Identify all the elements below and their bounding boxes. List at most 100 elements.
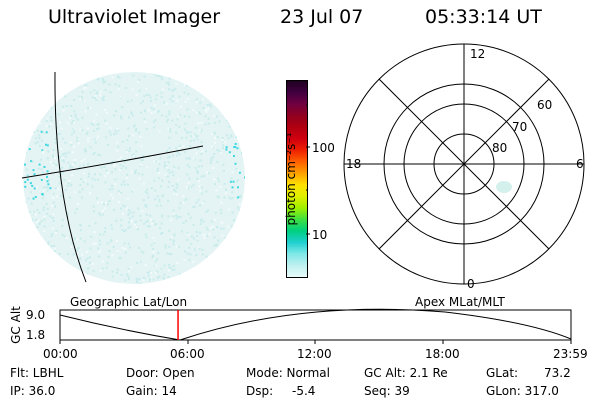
aurora-pixel [138,247,141,249]
aurora-pixel [188,145,191,148]
aurora-pixel [102,213,104,216]
aurora-pixel [129,246,132,249]
aurora-pixel [43,166,46,168]
aurora-pixel [124,251,127,254]
aurora-pixel [241,237,244,240]
aurora-pixel [125,150,128,153]
aurora-pixel [121,228,124,231]
aurora-pixel [205,226,208,229]
aurora-pixel [206,256,209,259]
aurora-pixel [199,159,202,162]
aurora-pixel [26,93,28,95]
aurora-pixel [232,180,235,183]
aurora-pixel [221,139,224,142]
aurora-pixel [228,241,230,244]
aurora-pixel [87,137,90,140]
aurora-pixel [175,245,178,248]
aurora-pixel [51,164,54,167]
aurora-pixel [172,209,175,212]
aurora-pixel [98,255,101,258]
aurora-pixel [190,77,193,80]
aurora-pixel [29,135,32,138]
aurora-pixel [175,186,178,189]
aurora-pixel [233,219,236,222]
aurora-pixel [86,183,89,186]
aurora-pixel [244,270,245,273]
aurora-pixel [94,138,97,141]
aurora-pixel [40,112,43,115]
aurora-pixel [168,88,171,91]
aurora-pixel [164,244,167,247]
aurora-pixel [226,242,229,245]
aurora-pixel [239,75,241,78]
aurora-pixel [28,148,31,151]
aurora-pixel [224,141,227,144]
aurora-pixel [231,191,234,194]
aurora-pixel [225,188,227,191]
aurora-pixel [164,173,167,176]
aurora-pixel [234,246,236,249]
aurora-pixel [115,219,118,222]
aurora-pixel [191,235,193,238]
glon-value: GLon: 317.0 [486,384,559,398]
aurora-pixel [171,89,174,92]
aurora-pixel [197,122,200,125]
aurora-pixel [225,241,228,244]
aurora-pixel [120,218,123,221]
aurora-pixel [157,177,160,180]
aurora-pixel [128,135,131,138]
aurora-pixel [167,161,170,164]
aurora-pixel [86,277,89,280]
aurora-pixel [166,175,169,178]
aurora-pixel [64,80,67,83]
aurora-pixel [215,115,218,118]
aurora-pixel [125,86,128,89]
aurora-pixel [147,109,150,112]
aurora-pixel [60,194,63,197]
aurora-pixel [219,152,222,154]
door-status: Door: Open [126,366,195,380]
aurora-pixel [69,164,72,167]
aurora-pixel [61,259,64,262]
aurora-pixel [30,104,33,107]
aurora-pixel [117,88,120,91]
aurora-pixel [145,128,148,130]
aurora-pixel [231,186,234,189]
aurora-pixel [126,173,129,176]
aurora-pixel [205,210,208,213]
aurora-pixel [182,201,185,204]
aurora-pixel [191,272,194,275]
aurora-pixel [219,246,222,249]
aurora-pixel [32,130,35,133]
aurora-pixel [87,267,90,270]
aurora-pixel [194,274,197,277]
aurora-pixel [70,245,73,248]
aurora-pixel [31,257,34,260]
aurora-pixel [172,89,175,92]
aurora-pixel [55,231,57,234]
aurora-pixel [209,227,212,230]
aurora-pixel [231,171,234,174]
aurora-pixel [140,163,143,166]
aurora-pixel [86,273,89,276]
aurora-pixel [67,122,69,125]
aurora-pixel [79,128,82,131]
aurora-pixel [146,93,148,96]
aurora-pixel [137,228,139,231]
aurora-pixel [130,112,133,115]
aurora-pixel [221,234,224,237]
aurora-pixel [239,240,242,243]
aurora-pixel [144,233,147,236]
aurora-pixel [55,164,58,166]
aurora-pixel [150,218,152,221]
aurora-pixel [94,141,97,144]
aurora-pixel [132,74,135,77]
aurora-pixel [132,189,135,192]
aurora-pixel [94,222,97,225]
aurora-pixel [221,262,224,265]
aurora-pixel [183,84,186,87]
aurora-pixel [53,247,56,250]
aurora-pixel [158,200,161,203]
aurora-pixel [36,141,39,144]
aurora-pixel [41,193,44,196]
